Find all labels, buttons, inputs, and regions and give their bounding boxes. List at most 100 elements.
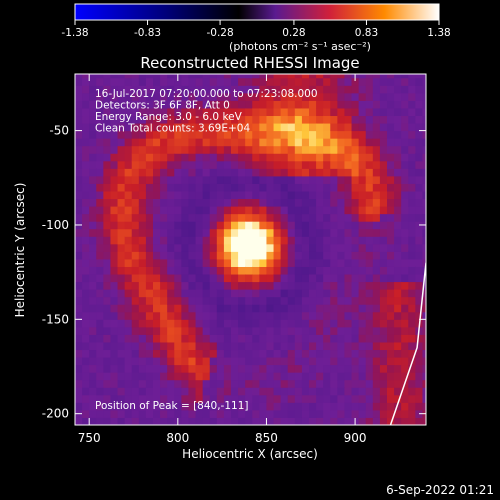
heatmap-cell xyxy=(287,417,296,425)
heatmap-cell xyxy=(301,364,310,373)
heatmap-cell xyxy=(238,289,246,298)
heatmap-cell xyxy=(231,243,239,252)
heatmap-cell xyxy=(75,357,83,366)
heatmap-cell xyxy=(131,168,140,177)
heatmap-cell xyxy=(124,213,133,222)
heatmap-cell xyxy=(415,311,423,320)
heatmap-cell xyxy=(174,357,182,366)
heatmap-cell xyxy=(351,357,360,366)
heatmap-cell xyxy=(167,198,175,207)
heatmap-cell xyxy=(358,236,367,245)
heatmap-cell xyxy=(223,191,232,200)
heatmap-cell xyxy=(259,198,267,207)
heatmap-cell xyxy=(96,274,104,283)
heatmap-cell xyxy=(82,402,90,411)
heatmap-cell xyxy=(344,138,353,147)
heatmap-cell xyxy=(280,160,289,169)
heatmap-cell xyxy=(245,168,253,177)
heatmap-cell xyxy=(145,138,154,147)
heatmap-cell xyxy=(351,274,360,283)
heatmap-cell xyxy=(174,221,182,230)
heatmap-cell xyxy=(103,281,111,290)
heatmap-cell xyxy=(252,372,260,381)
heatmap-cell xyxy=(124,372,133,381)
heatmap-cell xyxy=(415,168,423,177)
heatmap-cell xyxy=(174,379,182,388)
heatmap-cell xyxy=(344,130,353,139)
heatmap-cell xyxy=(337,251,345,260)
heatmap-cell xyxy=(124,191,133,200)
heatmap-cell xyxy=(75,326,83,335)
heatmap-cell xyxy=(301,100,310,109)
heatmap-cell xyxy=(195,228,204,237)
heatmap-cell xyxy=(96,281,104,290)
heatmap-cell xyxy=(287,74,296,79)
heatmap-cell xyxy=(124,258,133,267)
heatmap-cell xyxy=(223,311,232,320)
heatmap-cell xyxy=(231,213,239,222)
heatmap-cell xyxy=(394,100,402,109)
heatmap-cell xyxy=(75,349,83,358)
heatmap-cell xyxy=(167,213,175,222)
heatmap-cell xyxy=(124,130,133,139)
heatmap-cell xyxy=(415,296,423,305)
heatmap-cell xyxy=(401,198,409,207)
heatmap-cell xyxy=(316,296,324,305)
heatmap-cell xyxy=(252,349,260,358)
heatmap-cell xyxy=(394,387,402,396)
heatmap-cell xyxy=(323,74,331,79)
heatmap-cell xyxy=(394,364,402,373)
heatmap-cell xyxy=(301,304,310,313)
heatmap-cell xyxy=(238,221,246,230)
heatmap-cell xyxy=(387,341,395,351)
heatmap-cell xyxy=(301,281,310,290)
heatmap-cell xyxy=(231,138,239,147)
heatmap-cell xyxy=(365,213,374,222)
heatmap-cell xyxy=(103,296,111,305)
heatmap-cell xyxy=(379,228,388,237)
heatmap-cell xyxy=(160,107,168,117)
heatmap-cell xyxy=(273,191,282,200)
heatmap-cell xyxy=(301,183,310,192)
heatmap-cell xyxy=(117,175,126,184)
heatmap-cell xyxy=(252,402,260,411)
heatmap-cell xyxy=(365,409,374,418)
heatmap-cell xyxy=(188,100,197,109)
heatmap-cell xyxy=(323,311,331,320)
heatmap-cell xyxy=(408,281,416,290)
heatmap-cell xyxy=(323,274,331,283)
heatmap-cell xyxy=(167,138,175,147)
heatmap-cell xyxy=(75,74,83,79)
heatmap-cell xyxy=(280,304,289,313)
heatmap-cell xyxy=(96,107,104,117)
heatmap-cell xyxy=(117,341,126,351)
heatmap-cell xyxy=(202,281,211,290)
heatmap-cell xyxy=(89,341,97,351)
heatmap-cell xyxy=(387,311,395,320)
heatmap-cell xyxy=(287,349,296,358)
heatmap-cell xyxy=(131,387,140,396)
heatmap-cell xyxy=(124,387,133,396)
heatmap-cell xyxy=(216,236,225,245)
heatmap-cell xyxy=(245,326,253,335)
heatmap-cell xyxy=(273,251,282,260)
heatmap-cell xyxy=(167,153,175,162)
heatmap-cell xyxy=(365,85,374,94)
heatmap-cell xyxy=(394,402,402,411)
heatmap-cell xyxy=(138,417,147,425)
x-tick-label: 850 xyxy=(255,431,278,445)
heatmap-cell xyxy=(259,281,267,290)
heatmap-cell xyxy=(344,74,353,79)
heatmap-cell xyxy=(387,92,395,101)
heatmap-cell xyxy=(223,274,232,283)
heatmap-cell xyxy=(415,213,423,222)
heatmap-cell xyxy=(124,281,133,290)
heatmap-cell xyxy=(365,266,374,275)
heatmap-cell xyxy=(167,74,175,79)
heatmap-cell xyxy=(174,100,182,109)
heatmap-cell xyxy=(124,100,133,109)
heatmap-cell xyxy=(188,304,197,313)
heatmap-cell xyxy=(96,296,104,305)
heatmap-cell xyxy=(138,85,147,94)
heatmap-cell xyxy=(124,357,133,366)
